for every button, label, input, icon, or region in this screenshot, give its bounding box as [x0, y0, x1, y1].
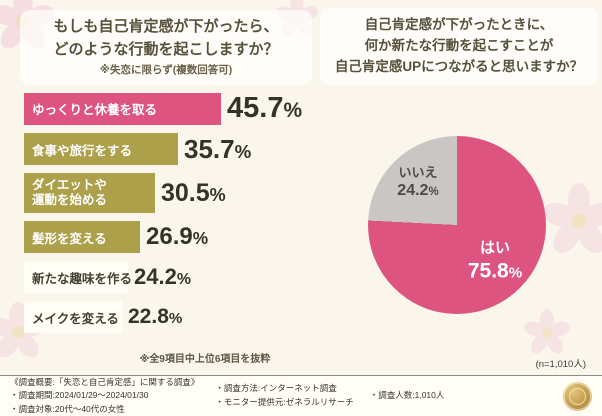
- bar-label-line1: ダイエットや: [32, 178, 107, 192]
- bar-label: ゆっくりと休養を取る: [32, 103, 158, 117]
- pie-slice-yes-value: 75.8%: [467, 259, 523, 283]
- bar-value: 26.9%: [146, 223, 209, 250]
- percent-sign: %: [283, 99, 303, 122]
- bar-value: 35.7%: [184, 133, 252, 164]
- bar-chart-title-line1: もしも自己肯定感が下がったら、: [53, 18, 279, 35]
- survey-method: ・調査方法:インターネット調査: [215, 383, 337, 394]
- percent-sign: %: [168, 310, 183, 327]
- bar-label: 髪形を変える: [32, 231, 107, 246]
- survey-monitor: ・モニター提供元:ゼネラルリサーチ: [215, 397, 354, 407]
- bar-row: ゆっくりと休養を取る 45.7%: [24, 92, 324, 125]
- pie-chart-title-line1: 自己肯定感が下がったときに、: [364, 17, 554, 32]
- bar-row: ダイエットや 運動を始める 30.5%: [24, 173, 324, 213]
- percent-sign: %: [508, 264, 523, 282]
- bar-value: 24.2%: [134, 264, 191, 289]
- footer-column-3: ・調査人数:1,010人: [370, 389, 445, 403]
- bar-row: 新たな趣味を作る 24.2%: [24, 261, 324, 293]
- general-research-logo-icon: [563, 381, 592, 411]
- bar-chart-title: もしも自己肯定感が下がったら、 どのような行動を起こしますか？ ※失恋に限らず(…: [20, 10, 312, 85]
- pie-chart-title-line3: 自己肯定感UPにつながると思いますか？: [334, 58, 584, 74]
- bar-chart-note: ※失恋に限らず(複数回答可): [99, 64, 233, 76]
- pie-chart: [368, 136, 546, 314]
- pie-slice-label-no: いいえ 24.2%: [397, 165, 438, 201]
- logo-inner-ring: [569, 387, 586, 405]
- bar-row: 食事や旅行をする 35.7%: [24, 133, 324, 165]
- bar-chart-footnote: ※全9項目中上位6項目を抜粋: [139, 354, 271, 365]
- bar: メイクを変える: [24, 301, 122, 333]
- bar: 髪形を変える: [24, 221, 140, 253]
- percent-sign: %: [209, 184, 226, 205]
- percent-sign: %: [234, 140, 252, 162]
- bar-row: メイクを変える 22.8%: [24, 301, 324, 333]
- pie-chart-title-line2: 何か新たな行動を起こすことが: [364, 37, 554, 53]
- bar-label: 食事や旅行をする: [32, 143, 133, 158]
- bar-label: 新たな趣味を作る: [32, 271, 133, 286]
- percent-sign: %: [192, 228, 209, 248]
- bar-label: メイクを変える: [32, 311, 119, 326]
- bar-chart: ゆっくりと休養を取る 45.7% 食事や旅行をする 35.7% ダイエットや 運…: [24, 92, 324, 341]
- pie-slice-label-yes: はい 75.8%: [468, 240, 522, 285]
- bar-row: 髪形を変える 26.9%: [24, 221, 324, 253]
- survey-count: ・調査人数:1,010人: [369, 390, 445, 401]
- bar-label-line2: 運動を始める: [32, 193, 108, 207]
- survey-footer: 《調査概要:「失恋と自己肯定感」に関する調査》 ・調査期間:2024/01/29…: [0, 375, 602, 416]
- bar: 食事や旅行をする: [24, 133, 178, 165]
- survey-summary: 《調査概要:「失恋と自己肯定感」に関する調査》: [10, 376, 200, 387]
- footer-column-2: ・調査方法:インターネット調査 ・モニター提供元:ゼネラルリサーチ: [215, 382, 353, 409]
- percent-sign: %: [176, 271, 191, 288]
- survey-subject: ・調査対象:20代～40代の女性: [10, 403, 125, 414]
- pie-slice-no-label: いいえ: [398, 164, 438, 180]
- pie-chart-title: 自己肯定感が下がったときに、 何か新たな行動を起こすことが 自己肯定感UPにつな…: [320, 8, 598, 85]
- bar-value: 22.8%: [128, 305, 183, 328]
- pie-slice-no-value: 24.2%: [397, 182, 439, 200]
- flower-icon: [524, 309, 570, 354]
- footer-column-1: 《調査概要:「失恋と自己肯定感」に関する調査》 ・調査期間:2024/01/29…: [10, 376, 199, 416]
- bar: ゆっくりと休養を取る: [24, 92, 221, 125]
- bar: ダイエットや 運動を始める: [24, 173, 155, 213]
- bar: 新たな趣味を作る: [24, 261, 132, 293]
- pie-slice-yes-label: はい: [479, 239, 510, 257]
- bar-chart-title-line2: どのような行動を起こしますか？: [53, 40, 279, 58]
- sample-size-label: (n=1,010人): [535, 359, 586, 370]
- pie-chart-area: いいえ 24.2% はい 75.8%: [368, 136, 546, 314]
- bar-value: 45.7%: [227, 92, 303, 124]
- survey-period: ・調査期間:2024/01/29～2024/01/30: [10, 390, 149, 401]
- bar-value: 30.5%: [161, 178, 226, 207]
- flower-icon: [542, 183, 602, 254]
- percent-sign: %: [428, 186, 439, 199]
